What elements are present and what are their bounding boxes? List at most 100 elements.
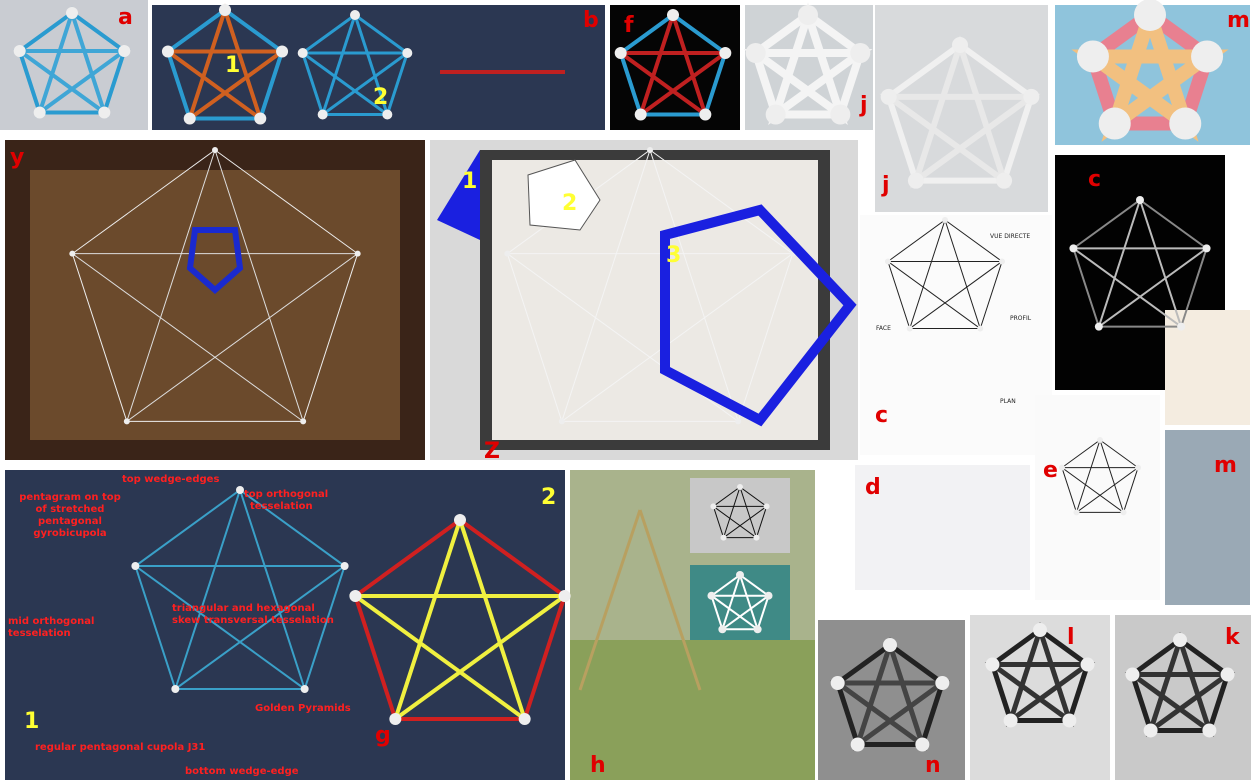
decoration (1124, 631, 1236, 737)
decoration (527, 159, 601, 231)
decoration (753, 625, 762, 634)
decoration (942, 217, 948, 223)
decoration (667, 9, 679, 21)
label: a (118, 5, 133, 30)
decoration (212, 147, 218, 153)
label: c (875, 403, 888, 428)
decoration (647, 147, 653, 153)
decoration (735, 418, 742, 425)
decoration (879, 35, 1041, 189)
decoration (1069, 244, 1078, 253)
decoration (660, 204, 857, 427)
decoration (1033, 623, 1047, 637)
decoration (558, 590, 571, 603)
decoration (506, 149, 794, 422)
label: 1 (24, 709, 39, 734)
decoration (66, 7, 78, 19)
annotation: Golden Pyramids (255, 703, 351, 714)
decoration (504, 250, 511, 257)
decoration (907, 172, 924, 189)
decoration (1023, 88, 1040, 105)
annotation: mid orthogonal (8, 616, 94, 627)
photo-tower (1165, 430, 1250, 605)
decoration (829, 636, 951, 752)
decoration (1202, 244, 1211, 253)
decoration (123, 418, 130, 425)
decoration (70, 148, 360, 423)
decoration (720, 534, 727, 541)
decoration (699, 108, 712, 121)
decoration (1202, 723, 1217, 738)
decoration (297, 48, 308, 59)
decoration (161, 3, 289, 124)
decoration (850, 737, 865, 752)
decoration (1060, 438, 1140, 514)
label: m (1214, 453, 1237, 478)
decoration (718, 625, 727, 634)
decoration (1076, 40, 1109, 73)
drawing-text: PLAN (1000, 398, 1016, 405)
decoration (219, 4, 231, 16)
annotation: regular pentagonal cupola J31 (35, 742, 205, 753)
decoration (834, 641, 946, 747)
decoration (985, 657, 1000, 672)
decoration (850, 43, 871, 64)
label: k (1225, 625, 1241, 650)
decoration (402, 48, 413, 59)
decoration (165, 7, 285, 121)
decoration (830, 104, 851, 125)
decoration (1173, 633, 1187, 647)
decoration (618, 12, 728, 117)
decoration (1136, 196, 1144, 204)
decoration (186, 227, 244, 294)
decoration (745, 43, 766, 64)
decoration (454, 514, 466, 526)
decoration (712, 486, 768, 539)
decoration (1062, 713, 1077, 728)
decoration (518, 712, 531, 725)
decoration (710, 503, 717, 510)
label: m (1227, 8, 1250, 33)
decoration (736, 571, 744, 579)
decoration (935, 676, 950, 691)
annotation: bottom wedge-edge (185, 766, 299, 777)
decoration (1129, 636, 1231, 733)
decoration (69, 250, 76, 257)
decoration (1143, 723, 1158, 738)
annotation: of stretched (36, 504, 105, 515)
drawing-text: FACE (876, 325, 891, 332)
decoration (33, 106, 46, 119)
decoration (340, 562, 349, 571)
label: 2 (541, 485, 556, 510)
label: 2 (373, 85, 388, 110)
decoration (17, 10, 127, 115)
decoration (349, 590, 362, 603)
label: h (590, 753, 606, 778)
decoration (98, 106, 111, 119)
annotation: gyrobicupola (33, 528, 106, 539)
decoration (887, 219, 1003, 330)
decoration (906, 325, 913, 332)
decoration (437, 150, 480, 240)
decoration (707, 591, 716, 600)
decoration (350, 10, 360, 20)
drawing-text: VUE DIRECTE (990, 233, 1030, 240)
decoration (1080, 657, 1095, 672)
decoration (1071, 0, 1229, 142)
decoration (349, 513, 571, 725)
decoration (764, 591, 773, 600)
label: y (10, 145, 24, 170)
decoration (161, 45, 174, 58)
decoration (300, 13, 410, 116)
decoration (1125, 667, 1140, 682)
annotation: pentagram on top (19, 492, 121, 503)
decoration (737, 484, 743, 490)
decoration (1191, 40, 1224, 73)
photo-h-inset1 (690, 478, 790, 553)
decoration (614, 47, 627, 60)
decoration (984, 621, 1096, 727)
label: 1 (225, 53, 240, 78)
decoration (614, 8, 732, 120)
decoration (1220, 667, 1235, 682)
